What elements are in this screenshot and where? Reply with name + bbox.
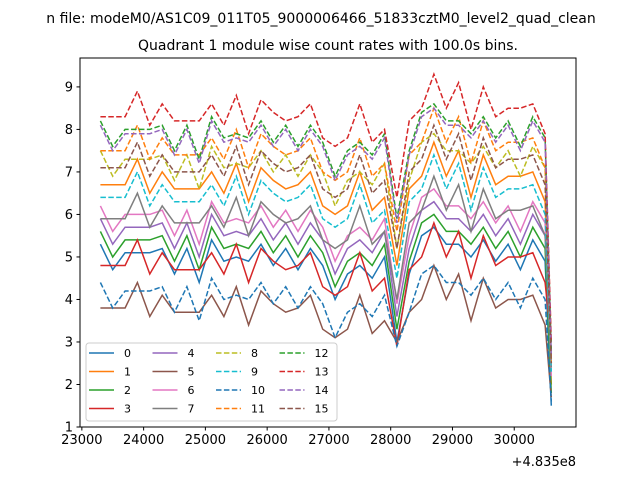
series-line-9 [100,152,553,372]
legend-label: 8 [251,347,258,360]
legend-item-14: 14 [279,384,329,397]
legend-item-0: 0 [89,347,131,360]
x-tick-label: 29000 [432,433,473,448]
legend-item-13: 13 [279,366,329,379]
y-tick-label: 9 [65,80,73,95]
legend-label: 1 [124,366,131,379]
x-tick-label: 24000 [123,433,164,448]
y-tick-label: 2 [65,378,73,393]
series-line-7 [100,174,553,368]
series-line-11 [100,106,553,364]
x-tick-label: 30000 [494,433,535,448]
chart-title: Quadrant 1 module wise count rates with … [138,38,518,54]
legend-item-10: 10 [216,384,265,397]
x-tick-label: 25000 [185,433,226,448]
legend-label: 12 [315,347,329,360]
y-tick-label: 6 [65,208,73,223]
y-axis: 1 2 3 4 5 6 7 8 9 [65,80,80,436]
plot-frame [79,57,577,428]
y-tick-label: 4 [65,293,73,308]
series-line-4 [99,200,553,364]
x-tick-label: 26000 [246,433,287,448]
legend-label: 2 [124,384,131,397]
y-tick-label: 1 [65,421,73,436]
series-line-3 [100,220,553,347]
series-line-10 [99,264,553,402]
legend-item-2: 2 [89,384,131,397]
legend-item-1: 1 [89,366,131,379]
legend-item-12: 12 [279,347,329,360]
legend-label: 11 [251,403,265,416]
legend-item-3: 3 [89,403,131,416]
suptitle: n file: modeM0/AS1C09_011T05_9000006466_… [46,11,595,27]
x-tick-label: 23000 [61,433,102,448]
legend-item-5: 5 [152,366,195,379]
y-tick-label: 5 [65,250,73,265]
x-offset-label: +4.835e8 [512,455,576,470]
series-line-13 [100,72,553,343]
legend-item-7: 7 [152,403,195,416]
legend-item-4: 4 [152,347,195,360]
legend-label: 13 [315,366,329,379]
y-tick-label: 8 [65,123,73,138]
legend-item-6: 6 [152,384,195,397]
legend-label: 0 [124,347,131,360]
legend-label: 15 [315,403,329,416]
legend-label: 7 [188,403,195,416]
series-line-1 [100,140,553,385]
legend-item-9: 9 [216,366,258,379]
y-tick-label: 7 [65,165,73,180]
legend-label: 3 [124,403,131,416]
legend-item-15: 15 [279,403,329,416]
series-line-8 [99,132,553,360]
series-line-15 [100,123,553,364]
x-tick-label: 27000 [308,433,349,448]
legend-label: 4 [188,347,195,360]
legend-box [85,342,338,422]
series-line-14 [99,107,553,355]
y-tick-label: 3 [65,335,73,350]
legend-label: 14 [315,384,329,397]
legend-item-8: 8 [216,347,258,360]
legend-label: 6 [188,384,195,397]
series-line-12 [99,102,553,351]
x-tick-label: 28000 [370,433,411,448]
legend-label: 9 [251,366,258,379]
legend-label: 10 [251,384,265,397]
legend-label: 5 [188,366,195,379]
series-line-5 [100,263,553,398]
legend-item-11: 11 [216,403,265,416]
series-line-2 [99,213,553,394]
x-axis: 23000 24000 25000 26000 27000 28000 29000 30000 [61,427,535,448]
series-layer [99,72,553,406]
